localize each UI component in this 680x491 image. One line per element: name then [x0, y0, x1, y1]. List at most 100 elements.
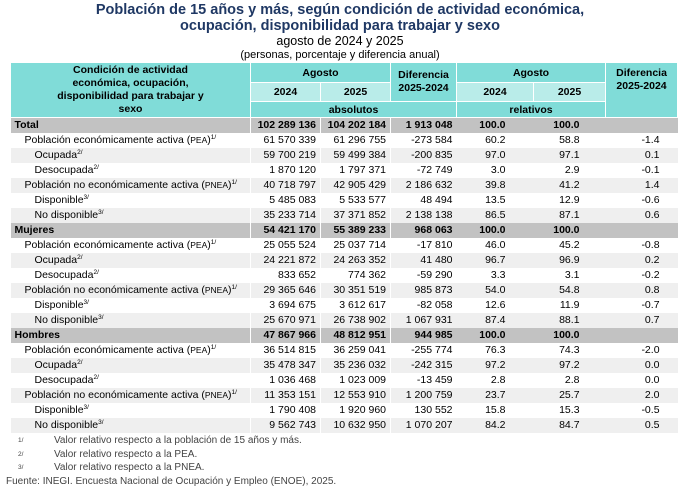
subtitle: agosto de 2024 y 2025: [276, 34, 404, 48]
row-label: No disponible: [34, 419, 99, 431]
footnote-ref: 2/: [77, 149, 83, 156]
rel-diff: [605, 328, 678, 343]
abs-a24: 3 694 675: [250, 298, 321, 313]
rel-2025: 96.9: [533, 253, 606, 268]
rel-2024: 39.8: [456, 178, 534, 193]
abs-a25: 5 533 577: [319, 193, 391, 208]
table-row: Hombres 47 867 966 48 812 951 944 985 100.0 1…: [10, 328, 678, 343]
abs-a25: 1 797 371: [319, 163, 391, 178]
abs-a25: 35 236 032: [319, 358, 391, 373]
table-row: Población económicamente activa (PEA)1/2…: [11, 238, 678, 253]
abs-ad: 130 552: [390, 403, 457, 418]
abs-a24: 5 485 083: [250, 193, 321, 208]
header-2024-abs: 2024: [250, 82, 321, 102]
abs-ad: 968 063: [390, 223, 457, 238]
header-absolutos: absolutos: [249, 101, 458, 118]
row-label: Hombres: [14, 329, 61, 341]
row-label: Disponible: [34, 404, 84, 416]
rel-2024: 87.4: [456, 313, 534, 328]
abs-a25: 10 632 950: [319, 418, 391, 433]
table-row: Disponible3/3 694 675 3 612 617 -82 058 12.…: [11, 298, 678, 313]
footnote-text: Valor relativo respecto a la PNEA.: [54, 462, 205, 473]
abs-ad: 1 070 207: [390, 418, 457, 433]
row-abbr: PEA: [190, 135, 208, 145]
table-row: Mujeres 54 421 170 55 389 233 968 063 100.0 1…: [10, 223, 678, 238]
abs-a25: 26 738 902: [319, 313, 391, 328]
abs-a25: 1 023 009: [319, 373, 391, 388]
rel-diff: 1.4: [605, 178, 678, 193]
header-label: Condición de actividad económica, ocupac…: [10, 62, 251, 118]
abs-ad: 41 480: [390, 253, 457, 268]
abs-a24: 102 289 136: [250, 117, 321, 133]
footnote-ref: 2/: [93, 269, 99, 276]
rel-2024: 46.0: [485, 239, 506, 251]
footnote-ref: 2/: [77, 254, 83, 261]
label-cell: Desocupada2/: [11, 163, 251, 178]
table-row: Población no económicamente activa (PNEA…: [10, 388, 678, 403]
row-label: Mujeres: [14, 224, 55, 236]
rel-2025: 41.2: [533, 178, 606, 193]
label-cell: Mujeres: [10, 223, 251, 238]
row-label: Población económicamente activa: [24, 239, 184, 251]
row-label: Población no económicamente activa: [24, 284, 199, 296]
abs-ad: 1 913 048: [390, 117, 457, 133]
header-relativos: relativos: [456, 101, 607, 118]
abs-a25: 55 389 233: [319, 223, 391, 238]
title-line-1: Población de 15 años y más, según condic…: [95, 2, 585, 18]
abs-a24: 35 233 714: [250, 208, 321, 223]
footnote-mark: 2/: [18, 450, 24, 458]
abs-ad: -72 749: [390, 163, 457, 178]
table-row: No disponible3/25 670 971 26 738 902 1 067…: [10, 313, 678, 328]
table-row: Población económicamente activa (PEA)1/3…: [11, 343, 678, 358]
header-diff-abs: Diferencia 2025-2024: [390, 62, 458, 102]
row-abbr: PNEA: [204, 180, 229, 190]
label-cell: Hombres: [10, 328, 251, 343]
footnote-ref: 2/: [93, 374, 99, 381]
abs-ad: 2 186 632: [390, 178, 457, 193]
abs-a25: 36 259 041: [319, 343, 391, 358]
row-abbr: PEA: [190, 240, 208, 250]
rel-diff: -0.6: [641, 194, 660, 206]
abs-ad: 1 200 759: [390, 388, 457, 403]
rel-diff: 0.6: [605, 208, 678, 223]
abs-a24: 25 670 971: [250, 313, 321, 328]
rel-2024: 3.3: [490, 269, 506, 281]
abs-a25: 3 612 617: [319, 298, 391, 313]
abs-a24: 47 867 966: [250, 328, 321, 343]
rel-2025: 100.0: [533, 328, 606, 343]
label-cell: Desocupada2/: [11, 268, 251, 283]
label-cell: No disponible3/: [10, 313, 251, 328]
footnote-ref: 3/: [98, 209, 104, 216]
row-label: Ocupada: [34, 359, 78, 371]
abs-a25: 104 202 184: [319, 117, 391, 133]
rel-2025: 84.7: [533, 418, 606, 433]
row-label: Desocupada: [34, 374, 94, 386]
abs-a24: 9 562 743: [250, 418, 321, 433]
rel-2025: 54.8: [533, 283, 606, 298]
label-cell: Desocupada2/: [11, 373, 251, 388]
table-row: No disponible3/9 562 743 10 632 950 1 070 …: [10, 418, 678, 433]
row-abbr: PEA: [190, 345, 208, 355]
title-line-2: ocupación, disponibilidad para trabajar …: [180, 18, 500, 34]
abs-a24: 11 353 151: [250, 388, 321, 403]
rel-2025: 97.1: [533, 148, 606, 163]
footnote-ref: 1/: [210, 344, 217, 351]
rel-2025: 100.0: [533, 117, 606, 133]
table-row: No disponible3/35 233 714 37 371 852 2 138…: [10, 208, 678, 223]
rel-2024: 97.2: [456, 358, 534, 373]
abs-a25: 48 812 951: [319, 328, 391, 343]
abs-a24: 59 700 219: [250, 148, 321, 163]
table-row: Población económicamente activa (PEA)1/6…: [11, 133, 678, 148]
row-label: Población no económicamente activa: [24, 179, 199, 191]
row-label: Ocupada: [34, 254, 78, 266]
label-cell: Ocupada2/: [10, 253, 251, 268]
abs-ad: 1 067 931: [390, 313, 457, 328]
footnote-ref: 1/: [210, 239, 217, 246]
table-row: Ocupada2/35 478 347 35 236 032 -242 315 97.…: [10, 358, 678, 373]
rel-2025: 2.8: [564, 374, 580, 386]
rel-2024: 54.0: [456, 283, 534, 298]
label-cell: Disponible3/: [11, 403, 251, 418]
abs-ad: -200 835: [390, 148, 457, 163]
row-abbr: PNEA: [204, 285, 229, 295]
